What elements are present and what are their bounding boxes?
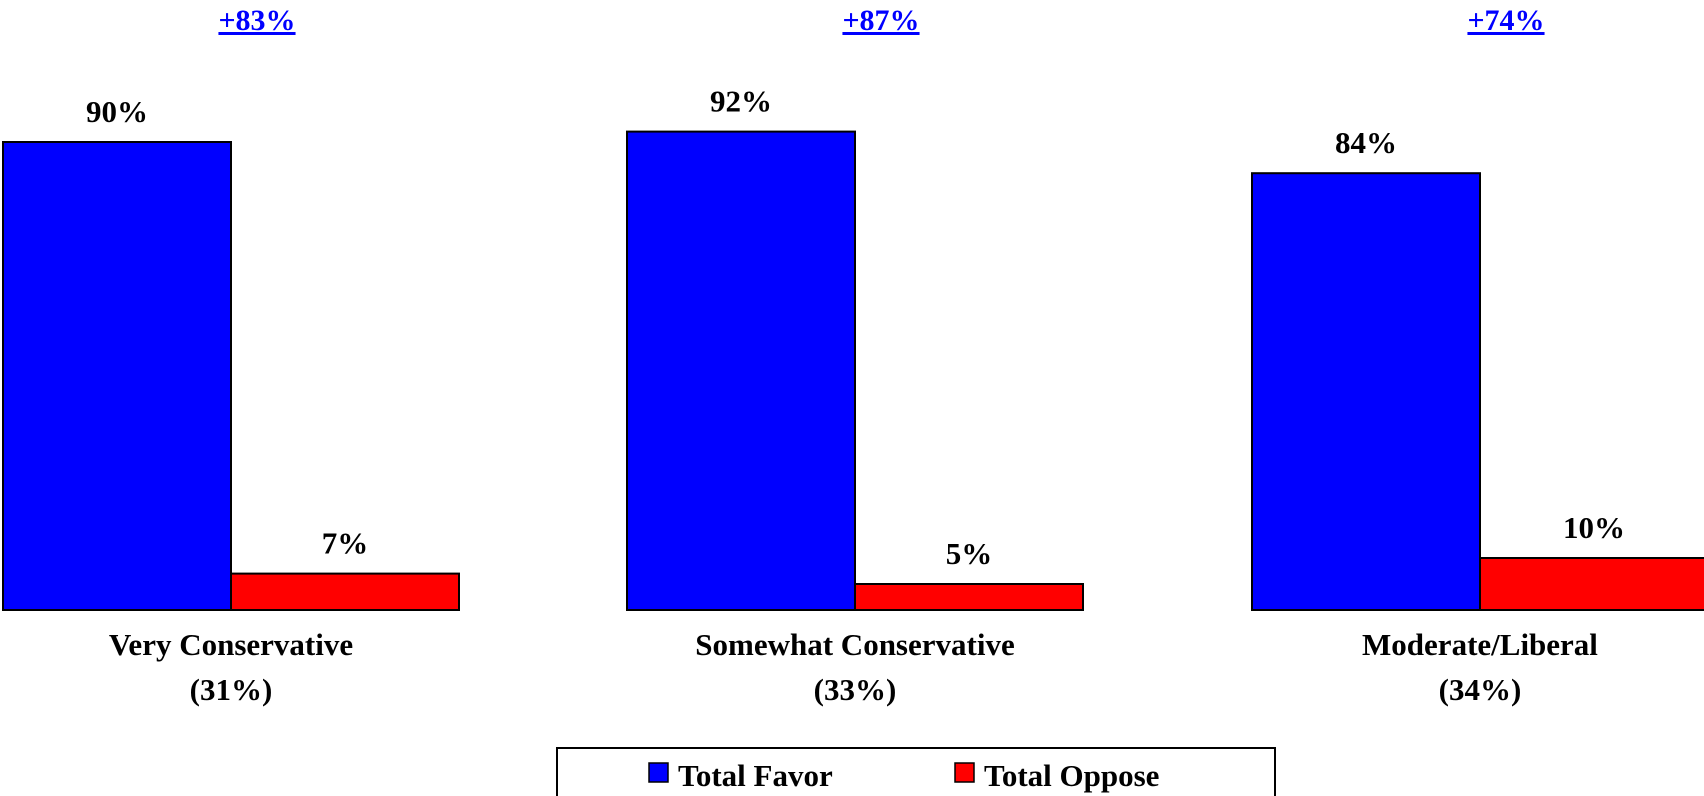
- favor-bar: [2, 141, 232, 611]
- data-label: 84%: [1335, 125, 1397, 160]
- category-share-label: (31%): [190, 672, 273, 707]
- legend-label-oppose: Total Oppose: [984, 758, 1159, 793]
- category-label: Moderate/Liberal: [1362, 627, 1598, 662]
- data-label: 7%: [322, 526, 369, 561]
- data-label: 92%: [710, 84, 772, 119]
- favor-bar: [626, 130, 856, 611]
- difference-label: +83%: [218, 4, 295, 37]
- difference-label: +74%: [1467, 4, 1544, 37]
- legend-swatch-favor: [648, 762, 669, 783]
- oppose-bar: [230, 572, 460, 611]
- data-label: 90%: [86, 94, 148, 129]
- category-share-label: (33%): [814, 672, 897, 707]
- legend-swatch-oppose: [954, 762, 975, 783]
- data-label: 5%: [946, 536, 993, 571]
- category-label: Somewhat Conservative: [695, 627, 1014, 662]
- favor-bar: [1251, 172, 1481, 611]
- oppose-bar: [854, 583, 1084, 611]
- data-label: 10%: [1563, 510, 1625, 545]
- legend-box: [556, 747, 1276, 796]
- legend-label-favor: Total Favor: [678, 758, 833, 793]
- category-share-label: (34%): [1439, 672, 1522, 707]
- difference-label: +87%: [842, 4, 919, 37]
- category-label: Very Conservative: [109, 627, 353, 662]
- oppose-bar: [1479, 557, 1704, 611]
